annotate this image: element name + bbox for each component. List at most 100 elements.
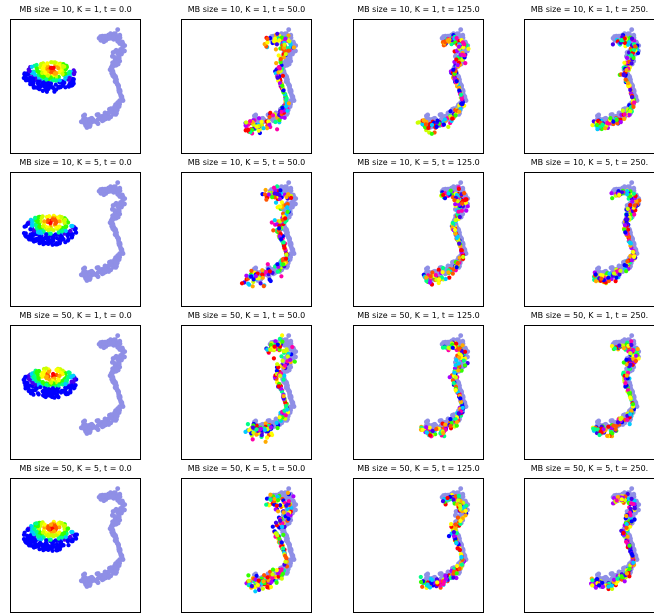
particle-point — [627, 113, 631, 117]
particle-point — [623, 263, 627, 267]
particle-point — [460, 102, 464, 106]
target-point — [288, 395, 293, 400]
particle-point — [454, 113, 458, 117]
particle-point — [446, 125, 450, 129]
particle-point — [44, 232, 48, 236]
particle-point — [452, 198, 456, 202]
particle-point — [277, 226, 281, 230]
particle-point — [610, 196, 614, 200]
target-point — [113, 263, 118, 268]
particle-point — [44, 366, 48, 370]
particle-point — [265, 37, 269, 41]
panel-title: MB size = 50, K = 1, t = 0.0 — [10, 311, 141, 321]
particle-point — [628, 109, 632, 113]
target-point — [118, 405, 123, 410]
particle-point — [456, 210, 460, 214]
particle-point — [632, 192, 636, 196]
target-point — [288, 339, 293, 344]
particle-point — [23, 74, 27, 78]
particle-point — [457, 187, 461, 191]
target-point — [286, 180, 291, 185]
particle-point — [248, 119, 252, 123]
target-point — [109, 36, 114, 41]
target-point — [117, 104, 122, 109]
particle-point — [464, 197, 468, 201]
particle-point — [283, 43, 287, 47]
scatter-plot — [181, 19, 312, 154]
target-point — [109, 65, 114, 70]
particle-point — [458, 215, 462, 219]
particle-point — [261, 126, 265, 130]
target-point — [119, 247, 124, 252]
target-point — [96, 427, 101, 432]
particle-point — [457, 88, 461, 92]
target-point — [109, 342, 114, 347]
particle-point — [451, 272, 455, 276]
particle-point — [37, 236, 41, 240]
target-point — [108, 416, 113, 421]
particle-point — [448, 417, 452, 421]
particle-point — [273, 345, 277, 349]
particle-point — [463, 61, 467, 65]
particle-point — [287, 101, 291, 105]
scatter-panel: MB size = 50, K = 1, t = 0.0 — [10, 311, 141, 460]
target-point — [119, 94, 124, 99]
particle-point — [272, 186, 276, 190]
particle-point — [31, 381, 35, 385]
particle-point — [450, 117, 454, 121]
particle-point — [47, 370, 51, 374]
particle-point — [292, 45, 296, 49]
target-point — [460, 339, 465, 344]
particle-point — [617, 193, 621, 197]
particle-point — [612, 271, 616, 275]
particle-point — [609, 191, 613, 195]
particle-point — [244, 274, 248, 278]
particle-point — [633, 44, 637, 48]
particle-point — [68, 385, 72, 389]
scatter-panel: MB size = 10, K = 5, t = 0.0 — [10, 158, 141, 307]
target-point — [117, 339, 122, 344]
particle-point — [447, 346, 451, 350]
particle-point — [437, 268, 441, 272]
target-point — [114, 383, 119, 388]
target-point — [460, 33, 465, 38]
particle-point — [44, 77, 48, 81]
particle-point — [42, 219, 46, 223]
particle-point — [454, 363, 458, 367]
target-point — [117, 33, 122, 38]
particle-point — [49, 66, 53, 70]
particle-point — [267, 123, 271, 127]
particle-point — [282, 394, 286, 398]
target-point — [118, 252, 123, 257]
particle-point — [451, 346, 455, 350]
particle-point — [49, 380, 53, 384]
particle-point — [25, 78, 29, 82]
target-point — [101, 341, 106, 346]
target-point — [96, 418, 101, 423]
particle-point — [458, 396, 462, 400]
particle-point — [37, 225, 41, 229]
particle-point — [441, 193, 445, 197]
particle-point — [282, 378, 286, 382]
particle-point — [455, 36, 459, 40]
particle-point — [624, 269, 628, 273]
particle-point — [72, 82, 76, 86]
particle-point — [269, 425, 273, 429]
particle-point — [261, 276, 265, 280]
particle-point — [268, 278, 272, 282]
target-point — [118, 99, 123, 104]
particle-point — [631, 105, 635, 109]
target-point — [290, 200, 295, 205]
particle-point — [68, 82, 72, 86]
particle-point — [277, 53, 281, 57]
particle-point — [628, 241, 632, 245]
particle-point — [632, 100, 636, 104]
particle-point — [441, 270, 445, 274]
particle-point — [453, 228, 457, 232]
particle-point — [273, 218, 277, 222]
particle-point — [50, 243, 54, 247]
particle-point — [268, 348, 272, 352]
particle-point — [629, 53, 633, 57]
particle-point — [435, 119, 439, 123]
particle-point — [287, 39, 291, 43]
